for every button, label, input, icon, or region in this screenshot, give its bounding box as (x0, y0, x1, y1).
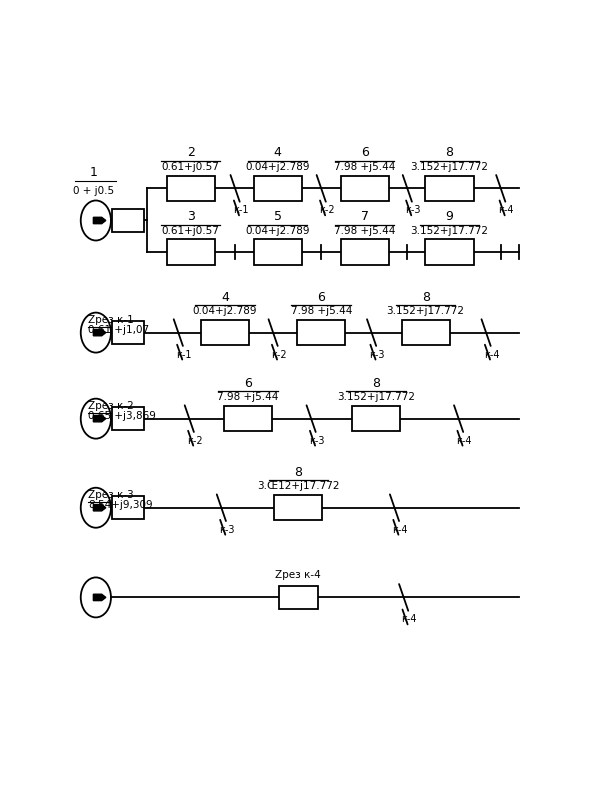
Text: 0.61+j0.57: 0.61+j0.57 (162, 226, 220, 235)
Text: к-4: к-4 (401, 615, 417, 624)
Text: 6: 6 (317, 290, 325, 304)
Text: 8: 8 (372, 376, 380, 390)
Text: 0,61 +j1,07: 0,61 +j1,07 (88, 325, 150, 335)
Text: 0 + j0.5: 0 + j0.5 (73, 186, 114, 196)
Text: 8: 8 (294, 466, 303, 478)
Bar (426, 239, 473, 264)
FancyArrow shape (93, 594, 106, 600)
Bar (112, 497, 144, 519)
Text: 6: 6 (361, 146, 369, 159)
Bar (224, 406, 272, 431)
Bar (167, 239, 215, 264)
Text: к-3: к-3 (219, 525, 235, 534)
Text: 3.152+j17.772: 3.152+j17.772 (411, 226, 488, 235)
Text: к-3: к-3 (369, 349, 385, 360)
Text: к-4: к-4 (456, 436, 472, 445)
Bar (201, 320, 249, 345)
Text: 4: 4 (274, 146, 282, 159)
Bar (340, 176, 389, 201)
Text: 3.152+j17.772: 3.152+j17.772 (387, 306, 465, 316)
FancyArrow shape (93, 330, 106, 336)
Text: 3.152+j17.772: 3.152+j17.772 (337, 392, 415, 402)
Text: 0.61+j0.57: 0.61+j0.57 (162, 162, 220, 172)
Text: к-3: к-3 (309, 436, 324, 445)
Text: 5: 5 (274, 210, 282, 223)
Text: к-4: к-4 (484, 349, 499, 360)
Bar (112, 209, 144, 232)
Bar (112, 407, 144, 430)
Text: к-1: к-1 (233, 205, 248, 216)
Text: 0.04+j2.789: 0.04+j2.789 (245, 162, 310, 172)
Bar (402, 320, 450, 345)
Bar (279, 586, 318, 609)
Text: Zрез к-2: Zрез к-2 (88, 401, 134, 412)
Text: к-4: к-4 (498, 205, 514, 216)
Text: к-2: к-2 (319, 205, 335, 216)
Text: 8: 8 (446, 146, 453, 159)
Bar (112, 321, 144, 344)
FancyArrow shape (93, 217, 106, 224)
Text: 3.152+j17.772: 3.152+j17.772 (411, 162, 488, 172)
Text: 7: 7 (361, 210, 369, 223)
Text: Zрез к-1: Zрез к-1 (88, 316, 134, 325)
Bar (352, 406, 400, 431)
Text: 8,54+j9,309: 8,54+j9,309 (88, 501, 153, 510)
Text: 9: 9 (446, 210, 453, 223)
Bar (254, 176, 302, 201)
Text: 0,65 +j3,869: 0,65 +j3,869 (88, 411, 156, 421)
Text: 1: 1 (90, 166, 98, 179)
Text: 7.98 +j5.44: 7.98 +j5.44 (291, 306, 352, 316)
Text: 4: 4 (221, 290, 229, 304)
Text: к-2: к-2 (187, 436, 203, 445)
Text: 2: 2 (187, 146, 194, 159)
Text: к-4: к-4 (392, 525, 408, 534)
FancyArrow shape (93, 504, 106, 511)
Text: 3: 3 (187, 210, 194, 223)
Text: 7.98 +j5.44: 7.98 +j5.44 (334, 226, 395, 235)
Bar (297, 320, 345, 345)
Text: к-3: к-3 (405, 205, 421, 216)
Bar (254, 239, 302, 264)
Bar (274, 495, 322, 520)
Text: к-2: к-2 (271, 349, 287, 360)
Text: 0.04+j2.789: 0.04+j2.789 (193, 306, 257, 316)
FancyArrow shape (93, 416, 106, 422)
Text: Zрез к-4: Zрез к-4 (275, 570, 321, 580)
Text: 8: 8 (421, 290, 430, 304)
Text: 0.04+j2.789: 0.04+j2.789 (245, 226, 310, 235)
Text: 7.98 +j5.44: 7.98 +j5.44 (334, 162, 395, 172)
Bar (167, 176, 215, 201)
Text: Zрез к-3: Zрез к-3 (88, 490, 134, 501)
Text: 6: 6 (244, 376, 252, 390)
Text: 3.Œ12+j17.772: 3.Œ12+j17.772 (257, 482, 340, 491)
Bar (340, 239, 389, 264)
Bar (426, 176, 473, 201)
Text: 7.98 +j5.44: 7.98 +j5.44 (217, 392, 278, 402)
Text: к-1: к-1 (176, 349, 191, 360)
